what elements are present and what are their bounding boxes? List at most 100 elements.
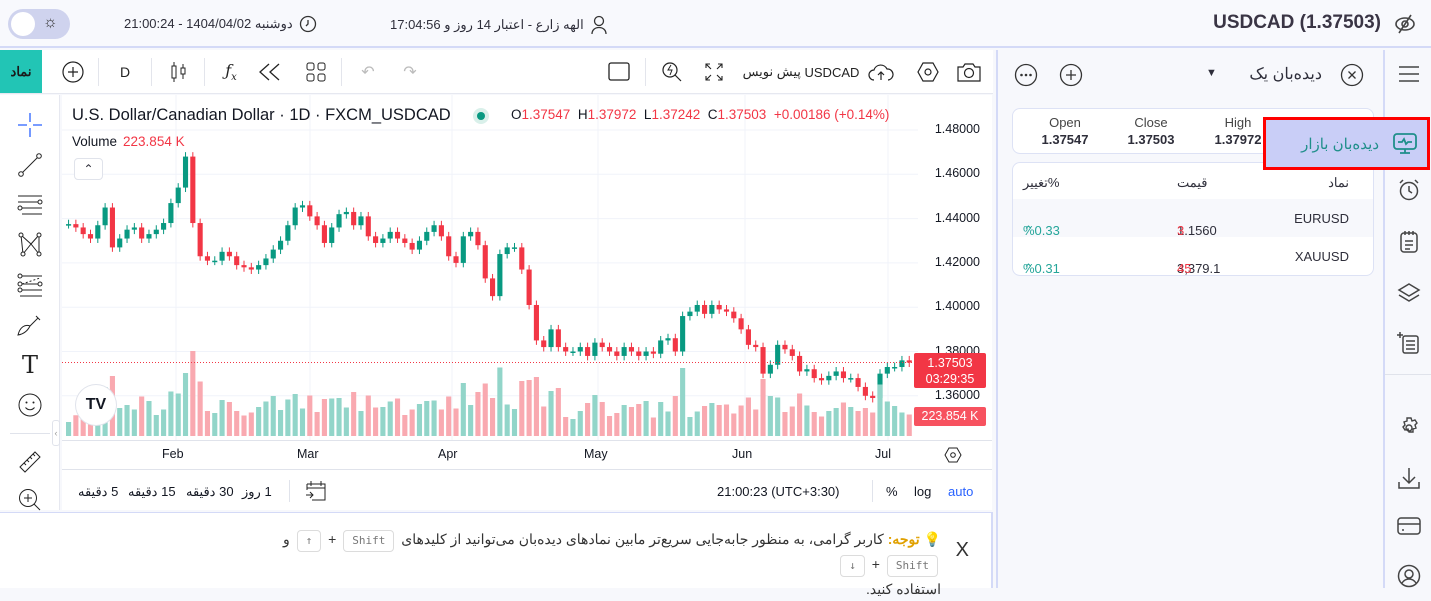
high-value: 1.37972 [587,107,637,122]
market-watch-item[interactable]: دیده‌بان بازار [1263,117,1430,170]
collapse-toolbar-handle[interactable]: ‹ [52,420,60,446]
pattern-tool[interactable] [14,230,46,260]
top-bar: ☼ دوشنبه 1404/04/02 - 21:00:24 الهه زارع… [0,0,1431,48]
chevron-up-icon: ⌃ [83,162,94,176]
column-price: قیمت [1177,175,1208,190]
fullscreen-frame-button[interactable] [606,60,632,84]
undo-button[interactable]: ↶ [356,60,380,84]
menu-button[interactable] [1395,60,1423,88]
caret-down-icon[interactable]: ▼ [1206,67,1217,79]
notice-text: 💡 توجه: کاربر گرامی، به منظور جابه‌جایی … [282,530,941,597]
interval-button[interactable]: D [119,64,131,80]
collapse-legend-button[interactable]: ⌃ [74,158,103,180]
layers-button[interactable] [1395,279,1423,307]
column-symbol: نماد [1328,175,1349,190]
symbol-button[interactable]: نماد [0,50,42,93]
chart-toolbar: نماد D ƒx ↶ ↷ USDCAD پیش نویس [0,50,993,94]
more-icon[interactable] [1014,63,1038,87]
price-axis[interactable]: 1.48000 1.46000 1.44000 1.42000 1.40000 1.380… [918,95,992,440]
table-row[interactable]: EURUSD 1.1560 3 %0.33 ⌃ [1013,199,1373,238]
auto-scale-toggle[interactable]: auto [948,484,974,499]
redo-icon: ↷ [403,64,417,81]
quick-search-button[interactable] [659,60,685,84]
datetime: دوشنبه 1404/04/02 - 21:00:24 [124,15,317,33]
close-value: 1.37503 [717,107,767,122]
parallel-lines-tool[interactable] [14,190,46,220]
y-tick: 1.46000 [934,166,980,181]
watchlist-title[interactable]: دیده‌بان یک [1249,66,1322,83]
x-tick: Jul [875,447,891,461]
add-icon[interactable] [1059,63,1083,87]
trend-line-tool[interactable] [14,150,46,180]
crosshair-tool[interactable] [14,110,46,140]
timeframe-5m[interactable]: 5 دقیقه [78,484,119,499]
y-tick: 1.36000 [934,387,980,402]
indicators-button[interactable]: ƒx [218,60,244,84]
notepad-icon [1400,231,1418,253]
table-row[interactable]: XAUUSD 3,379.1 45 %0.31 ⌃ [1013,237,1373,276]
percent-scale-toggle[interactable]: % [886,484,898,499]
log-scale-toggle[interactable]: log [914,484,932,499]
user-info-text: الهه زارع - اعتبار 14 روز و 17:04:56 [390,17,584,32]
eye-off-icon[interactable] [1393,12,1417,36]
chart-pane[interactable]: U.S. Dollar/Canadian Dollar · 1D · FXCM_… [62,95,992,510]
last-price: 1.37503 [927,356,973,370]
row-price: 3,379.1 [1177,261,1221,276]
timeframe-1d[interactable]: 1 روز [242,484,272,499]
expand-icon [705,63,723,81]
key-up: ↑ [296,530,322,552]
x-tick: Feb [162,447,184,461]
clock-display[interactable]: 21:00:23 (UTC+3:30) [717,484,840,499]
theme-toggle[interactable]: ☼ [8,9,70,39]
add-symbol-button[interactable] [60,60,86,84]
zoom-in-tool[interactable] [14,485,46,515]
time-axis[interactable]: Feb Mar Apr May Jun Jul [62,440,992,468]
stat-value: 1.37972 [1214,132,1262,147]
date-range-icon[interactable] [304,479,328,503]
tradingview-logo[interactable]: TV [76,385,116,425]
axis-settings-icon[interactable] [944,446,962,464]
profile-button[interactable] [1395,562,1423,590]
fullscreen-button[interactable] [702,60,726,84]
emoji-tool[interactable] [14,390,46,420]
chart-legend: U.S. Dollar/Canadian Dollar · 1D · FXCM_… [72,106,489,125]
candles-icon [171,62,186,82]
notes-button[interactable] [1395,228,1423,256]
timeframe-15m[interactable]: 15 دقیقه [128,484,176,499]
settings-button[interactable] [915,60,941,84]
trend-line-icon [18,153,42,177]
draft-label[interactable]: USDCAD پیش نویس [742,60,860,84]
timeframe-30m[interactable]: 30 دقیقه [186,484,234,499]
close-circle-icon[interactable] [1340,63,1364,87]
settings-button[interactable] [1395,414,1423,442]
pattern-icon [18,232,42,257]
x-tick: Mar [297,447,319,461]
bottom-bar: 5 دقیقه 15 دقیقه 30 دقیقه 1 روز 21:00:23… [62,469,992,510]
text-tool[interactable]: T [14,350,46,380]
fib-tool[interactable] [14,270,46,300]
download-button[interactable] [1395,464,1423,492]
volume-tag: 223.854 K [914,407,986,426]
alarm-button[interactable] [1395,176,1423,204]
brush-tool[interactable] [14,310,46,340]
y-tick: 1.40000 [934,299,980,314]
ruler-tool[interactable] [14,447,46,477]
chart-type-button[interactable] [166,60,192,84]
user-circle-icon [1397,564,1421,588]
ohlc-legend: O1.37547 H1.37972 L1.37242 C1.37503 +0.0… [511,107,889,122]
candlestick-chart[interactable] [62,95,918,440]
stat-value: 1.37503 [1127,132,1175,147]
chart-title: U.S. Dollar/Canadian Dollar · 1D · FXCM_… [72,106,451,124]
save-cloud-button[interactable] [866,60,896,84]
open-stat: Open 1.37547 [1035,115,1095,147]
redo-button[interactable]: ↷ [398,60,422,84]
close-notice-button[interactable]: X [955,539,969,561]
replay-button[interactable] [256,60,284,84]
add-list-button[interactable] [1395,329,1423,357]
credit-card-icon [1397,517,1421,535]
cloud-upload-icon [868,64,894,81]
payment-button[interactable] [1395,512,1423,540]
layout-button[interactable] [304,60,328,84]
table-header: نماد قیمت تغییر% [1013,163,1373,201]
screenshot-button[interactable] [955,60,983,84]
